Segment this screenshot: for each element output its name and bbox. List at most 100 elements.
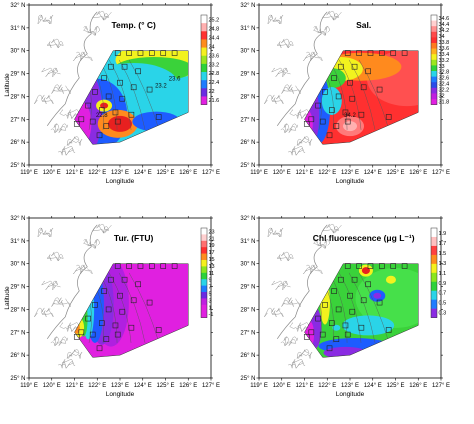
station-marker	[112, 322, 119, 329]
y-tick-label: 28° N	[10, 94, 25, 100]
panel-title: Sal.	[356, 20, 371, 30]
colorbar-swatch	[201, 311, 207, 318]
colorbar-swatch	[201, 285, 207, 293]
station-marker	[358, 111, 365, 118]
x-tick-label: 124° E	[364, 170, 382, 176]
x-tick-label: 125° E	[386, 383, 404, 389]
colorbar-swatch	[431, 59, 437, 66]
y-tick-label: 27° N	[240, 117, 255, 123]
station-marker	[105, 306, 112, 313]
colorbar-swatch	[201, 63, 207, 73]
survey-outline	[304, 263, 419, 358]
coast-line	[66, 349, 83, 360]
coast-line	[91, 223, 112, 234]
coast-line	[51, 297, 71, 307]
coast-line	[34, 307, 54, 318]
colorbar-swatch	[201, 253, 207, 261]
x-tick-label: 124° E	[134, 383, 152, 389]
colorbar-label: 11	[209, 271, 215, 277]
station-marker	[99, 107, 105, 113]
station-marker	[401, 50, 408, 56]
station-marker	[322, 302, 328, 308]
survey-outline	[74, 50, 189, 145]
x-tick-label: 121° E	[65, 170, 83, 176]
y-tick-label: 25° N	[240, 376, 255, 382]
coast-line	[296, 136, 313, 147]
station-marker	[326, 345, 333, 352]
colorbar-swatch	[201, 228, 207, 235]
colorbar-label: 33	[439, 64, 445, 70]
x-tick-label: 122° E	[318, 383, 336, 389]
x-tick-label: 127° E	[432, 170, 450, 176]
x-tick-label: 123° E	[111, 170, 129, 176]
colorbar-swatch	[431, 236, 437, 247]
survey-outline	[74, 263, 189, 358]
panel-title: Chl fluorescence (μg L⁻¹)	[313, 233, 415, 243]
coast-line	[37, 14, 54, 25]
field-low	[321, 87, 342, 115]
station-marker	[333, 336, 340, 342]
field-mid	[355, 268, 419, 328]
x-tick-label: 126° E	[409, 170, 427, 176]
contour-line	[108, 272, 132, 343]
stations	[303, 50, 408, 139]
station-marker	[344, 331, 351, 338]
colorbar-label: 25.2	[209, 17, 220, 23]
station-marker	[128, 324, 135, 331]
colorbar-swatch	[201, 279, 207, 286]
coast-line	[50, 336, 69, 346]
coast-line	[50, 123, 69, 133]
colorbar-label: 1.1	[439, 271, 447, 277]
colorbar-swatch	[431, 308, 437, 318]
x-tick-label: 127° E	[202, 170, 220, 176]
station-marker	[376, 299, 383, 306]
station-marker	[105, 93, 112, 100]
coast-line	[37, 227, 54, 238]
coast-line	[321, 10, 342, 21]
colorbar-frame	[430, 14, 438, 105]
x-tick-label: 119° E	[250, 383, 268, 389]
contour-line	[108, 59, 132, 130]
coast-line	[281, 297, 301, 307]
coast-line	[51, 84, 71, 94]
colorbar: 25.2 24.8 24.4 24 23.6 23.2 22.8 22.4 22 21.6	[200, 14, 220, 105]
station-marker	[149, 263, 155, 269]
station-marker	[335, 306, 342, 313]
colorbar-swatch	[431, 245, 437, 256]
station-marker	[360, 297, 367, 304]
station-marker	[146, 299, 153, 306]
station-marker	[130, 297, 137, 304]
x-tick-label: 125° E	[156, 170, 174, 176]
colorbar-label: 34.6	[439, 16, 450, 22]
colorbar-label: 23.2	[209, 62, 220, 68]
station-marker	[108, 276, 114, 283]
y-tick-label: 27° N	[10, 330, 25, 336]
station-marker	[385, 114, 392, 120]
panel-title: Tur. (FTU)	[114, 233, 154, 243]
station-marker	[128, 111, 135, 118]
colorbar-label: 34	[439, 34, 445, 40]
station-marker	[73, 121, 80, 127]
y-tick-label: 32° N	[240, 3, 255, 9]
field-high	[343, 121, 357, 132]
colorbar-swatch	[431, 228, 437, 238]
contour-line	[338, 59, 362, 130]
station-marker	[96, 132, 103, 139]
y-tick-label: 26° N	[10, 353, 25, 359]
colorbar-label: 21.6	[209, 98, 220, 104]
y-tick-label: 31° N	[10, 26, 25, 32]
x-tick-label: 120° E	[43, 383, 61, 389]
colorbar-label: 32.2	[439, 88, 450, 94]
colorbar-swatch	[201, 272, 207, 280]
colorbar-swatch	[201, 292, 207, 299]
station-marker	[101, 288, 107, 294]
colorbar-label: 0.5	[439, 301, 447, 307]
station-marker	[356, 50, 362, 56]
map-panel-sal: 34.2 Sal. 119° E 120° E 121° E 122° E 123° E 12…	[240, 3, 450, 185]
station-marker	[99, 320, 105, 326]
station-marker	[347, 292, 353, 299]
station-marker	[347, 79, 353, 86]
station-marker	[78, 116, 85, 123]
x-tick-label: 119° E	[250, 170, 268, 176]
